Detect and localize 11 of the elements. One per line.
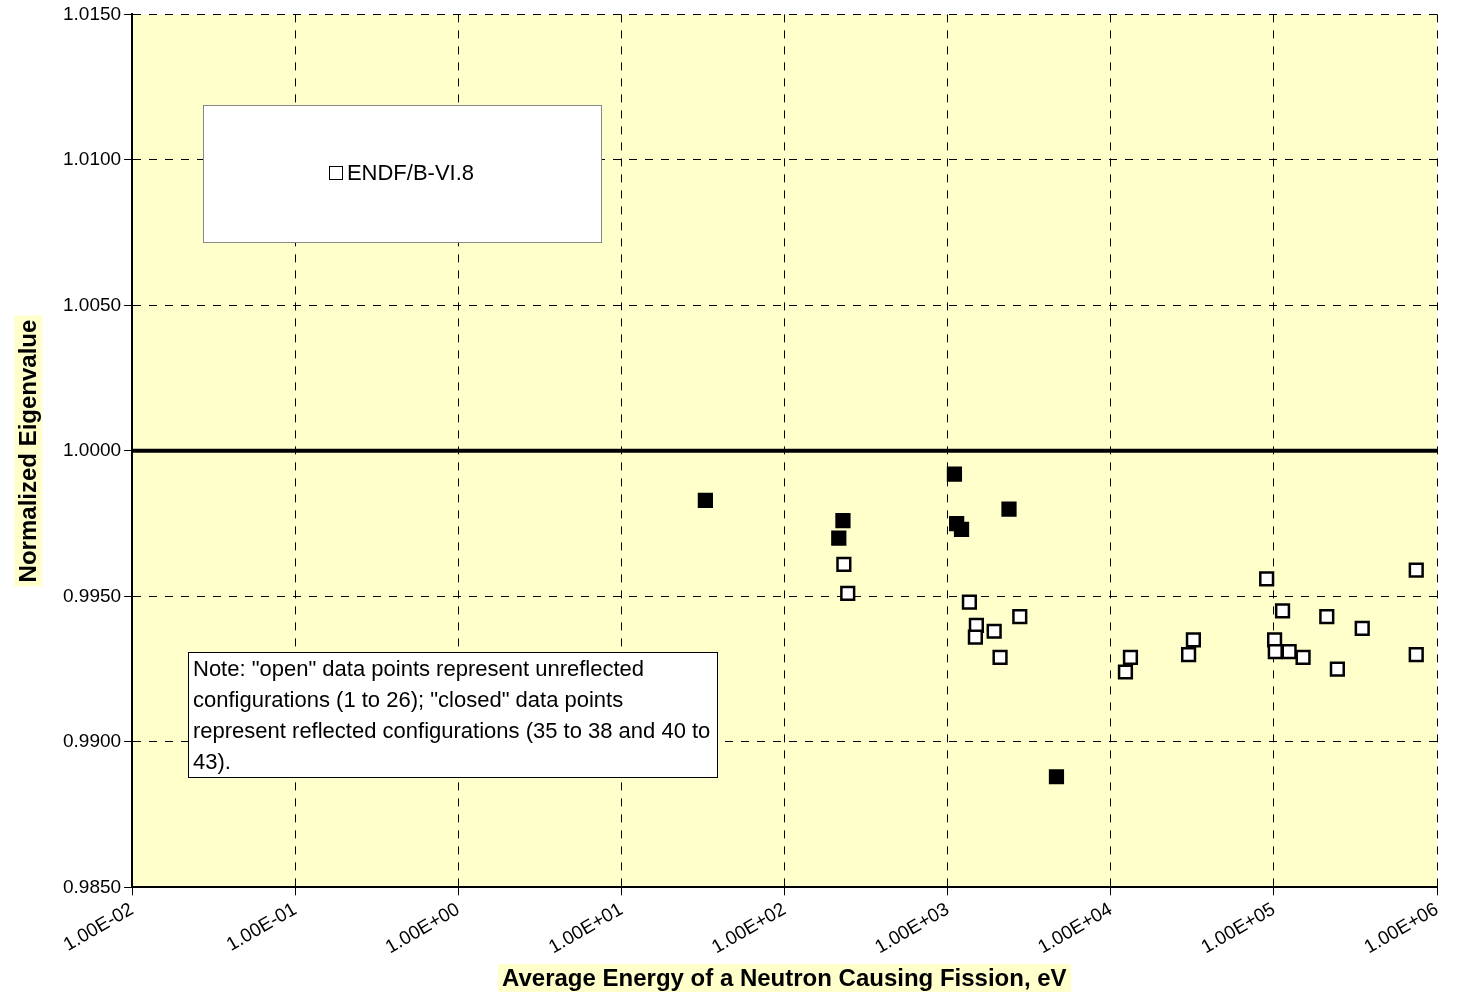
y-tick-label: 0.9850 [62,875,122,897]
y-axis-title: Normalized Eigenvalue [13,315,42,587]
legend-label: ENDF/B-VI.8 [345,160,475,186]
x-axis-title: Average Energy of a Neutron Causing Fission, eV [498,964,1071,992]
y-tick-label: 1.0000 [62,439,122,461]
annotation: Note: "open" data points represent unreflected configurations (1 to 26); "closed" data points represent reflected configurations (35 to 38 and 40 to 43). [188,652,718,778]
y-tick-label: 1.0050 [62,293,122,315]
y-tick-label: 0.9900 [62,730,122,752]
y-tick-label: 1.0150 [62,2,122,24]
y-tick-label: 0.9950 [62,584,122,606]
y-tick-label: 1.0100 [62,148,122,170]
